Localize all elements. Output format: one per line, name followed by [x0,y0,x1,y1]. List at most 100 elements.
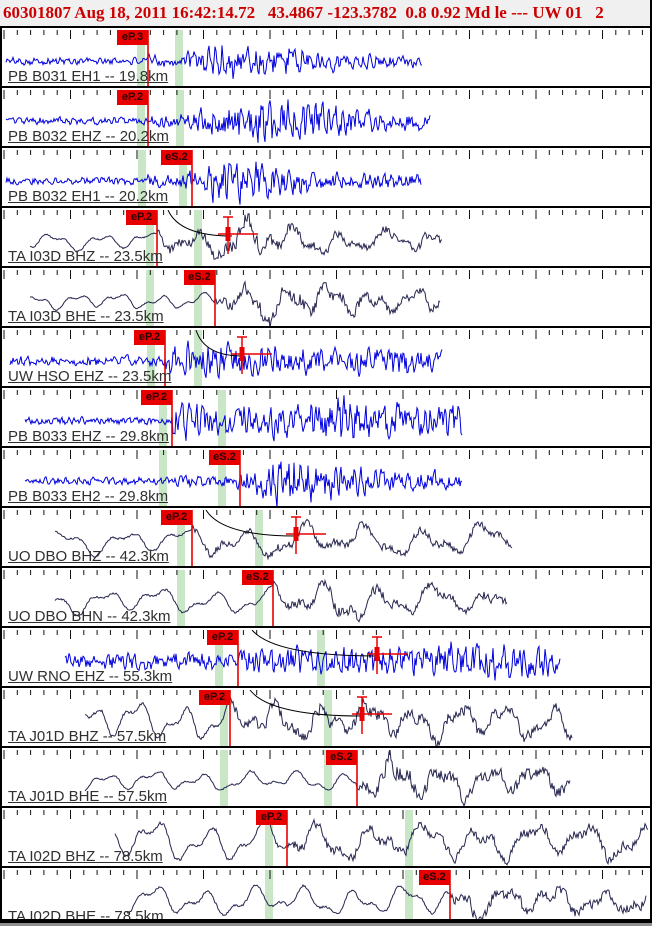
p-arrival-band [137,90,145,146]
seismic-waveform [54,518,513,561]
phase-pick-flag[interactable]: eP.2 [207,630,238,645]
seismic-waveform [124,884,647,926]
waveform-canvas[interactable] [0,810,652,866]
phase-pick-flag[interactable]: eS.2 [242,570,273,585]
trace-row-uw-rno-ehz[interactable]: eP.2 UW RNO EHZ -- 55.3km [0,626,652,686]
time-ruler-ticks [3,390,643,399]
seismic-waveform [29,280,441,326]
phase-pick-flag[interactable]: eS.2 [184,270,215,285]
trace-row-ta-i03d-bhe[interactable]: eS.2 TA I03D BHE -- 23.5km [0,266,652,326]
phase-pick-flag[interactable]: eP.2 [141,390,172,405]
trace-row-ta-i02d-bhe[interactable]: eS.2 TA I02D BHE -- 78.5km [0,866,652,926]
station-channel-label: TA I02D BHZ -- 78.5km [8,848,163,865]
seismic-waveform [84,750,571,806]
waveform-canvas[interactable] [0,630,652,686]
seismic-waveform [29,213,443,260]
waveform-canvas[interactable] [0,750,652,806]
seismic-waveform [5,45,423,79]
s-arrival-band [405,810,413,866]
amplitude-marker[interactable] [218,216,258,254]
s-arrival-band [218,450,226,506]
time-ruler-ticks [3,210,643,219]
trace-row-uo-dbo-bhn[interactable]: eS.2 UO DBO BHN -- 42.3km [0,566,652,626]
trace-row-pb-b031-eh1[interactable]: eP.3 PB B031 EH1 -- 19.8km [0,26,652,86]
s-arrival-band [194,330,202,386]
seismic-waveform [114,816,649,866]
s-arrival-band [194,210,202,266]
p-arrival-band [159,450,167,506]
phase-pick-flag[interactable]: eP.2 [199,690,230,705]
window-border-bottom [0,919,652,923]
waveform-canvas[interactable] [0,570,652,626]
waveform-canvas[interactable] [0,510,652,566]
trace-row-ta-i02d-bhz[interactable]: eP.2 TA I02D BHZ -- 78.5km [0,806,652,866]
time-ruler-ticks [3,570,643,579]
amplitude-marker[interactable] [286,516,326,554]
trace-row-pb-b032-ehz[interactable]: eP.2 PB B032 EHZ -- 20.2km [0,86,652,146]
phase-pick-flag[interactable]: eP.2 [161,510,192,525]
p-arrival-band [159,390,167,446]
seismic-waveform [24,461,463,506]
station-channel-label: PB B033 EHZ -- 29.8km [8,428,169,445]
waveform-canvas[interactable] [0,450,652,506]
window-border-left [0,26,2,920]
station-channel-label: TA I03D BHE -- 23.5km [8,308,164,325]
p-arrival-band [265,870,273,926]
trace-row-ta-j01d-bhe[interactable]: eS.2 TA J01D BHE -- 57.5km [0,746,652,806]
trace-row-ta-j01d-bhz[interactable]: eP.2 TA J01D BHZ -- 57.5km [0,686,652,746]
amplitude-marker[interactable] [367,636,407,674]
station-channel-label: PB B031 EH1 -- 19.8km [8,68,169,85]
time-ruler-ticks [3,330,643,339]
time-ruler-ticks [3,450,643,459]
seismic-waveform [64,641,561,681]
seismic-waveform [24,395,463,442]
waveform-canvas[interactable] [0,30,652,86]
phase-pick-flag[interactable]: eP.2 [117,90,148,105]
waveform-canvas[interactable] [0,390,652,446]
p-arrival-band [177,570,185,626]
waveform-canvas[interactable] [0,150,652,206]
s-arrival-band [405,870,413,926]
event-summary-bar: 60301807 Aug 18, 2011 16:42:14.72 43.486… [0,0,652,26]
p-arrival-band [265,810,273,866]
station-channel-label: UW HSO EHZ -- 23.5km [8,368,172,385]
window-border-right [650,0,652,920]
trace-row-uw-hso-ehz[interactable]: eP.2 UW HSO EHZ -- 23.5km [0,326,652,386]
amplitude-marker[interactable] [352,696,392,734]
coda-decay-curve [195,330,243,357]
phase-pick-flag[interactable]: eP.2 [134,330,165,345]
phase-pick-flag[interactable]: eS.2 [161,150,192,165]
s-arrival-band [255,570,263,626]
p-arrival-band [138,150,146,206]
trace-row-pb-b032-eh1[interactable]: eS.2 PB B032 EH1 -- 20.2km [0,146,652,206]
p-arrival-band [220,690,228,746]
phase-pick-flag[interactable]: eS.2 [419,870,450,885]
waveform-canvas[interactable] [0,210,652,266]
phase-pick-flag[interactable]: eS.2 [326,750,357,765]
station-channel-label: PB B032 EH1 -- 20.2km [8,188,169,205]
time-ruler-ticks [3,510,643,519]
s-arrival-band [218,390,226,446]
phase-pick-flag[interactable]: eP.3 [117,30,148,45]
s-arrival-band [255,510,263,566]
trace-row-uo-dbo-bhz[interactable]: eP.2 UO DBO BHZ -- 42.3km [0,506,652,566]
seismic-waveform [84,695,573,746]
window-edge-shadow [0,923,652,926]
coda-decay-curve [251,630,378,657]
p-arrival-band [146,210,154,266]
waveform-canvas[interactable] [0,270,652,326]
s-arrival-band [324,750,332,806]
trace-row-pb-b033-eh2[interactable]: eS.2 PB B033 EH2 -- 29.8km [0,446,652,506]
station-channel-label: PB B032 EHZ -- 20.2km [8,128,169,145]
phase-pick-flag[interactable]: eS.2 [209,450,240,465]
trace-row-pb-b033-ehz[interactable]: eP.2 PB B033 EHZ -- 29.8km [0,386,652,446]
phase-pick-flag[interactable]: eP.2 [126,210,157,225]
waveform-canvas[interactable] [0,330,652,386]
amplitude-marker[interactable] [232,336,272,374]
waveform-canvas[interactable] [0,690,652,746]
phase-pick-flag[interactable]: eP.2 [256,810,287,825]
p-arrival-band [177,510,185,566]
trace-row-ta-i03d-bhz[interactable]: eP.2 TA I03D BHZ -- 23.5km [0,206,652,266]
station-channel-label: UW RNO EHZ -- 55.3km [8,668,173,685]
